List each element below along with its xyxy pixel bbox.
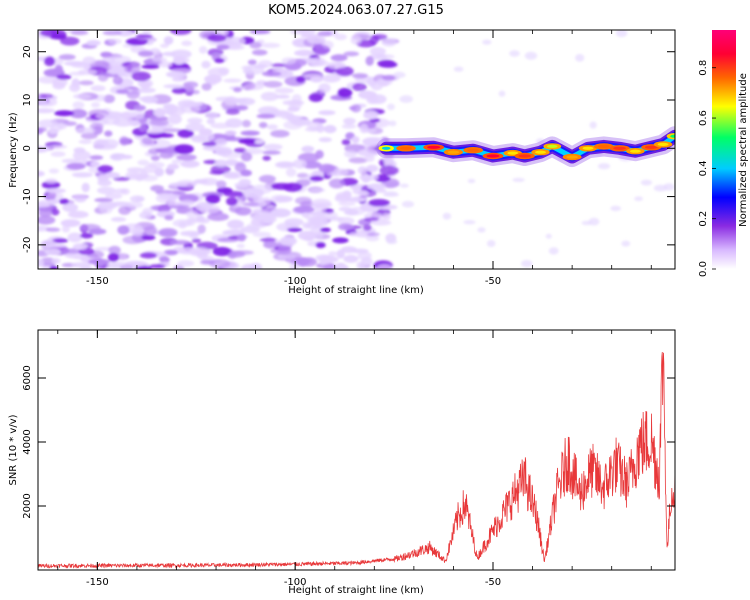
trace-core (597, 144, 610, 148)
spectrogram-y-label: Frequency (Hz) (8, 112, 19, 188)
colorbar-gradient (712, 30, 736, 269)
colorbar-tick-label: 0.6 (698, 110, 709, 126)
snr-panel: -150 -100 -50 2000 4000 6000 Height of straig… (8, 329, 676, 596)
trace-core (507, 151, 519, 155)
snr-y-label: SNR (10 * v/v) (8, 414, 19, 485)
trace-core (582, 146, 594, 150)
snr-frame (37, 329, 676, 571)
snr-x-label: Height of straight line (km) (288, 585, 424, 596)
colorbar-label: Normalized spectral amplitude (738, 73, 749, 227)
trace-core (670, 134, 675, 138)
colorbar-tick-label: 0.2 (698, 211, 709, 227)
colorbar-tick-label: 0.4 (698, 160, 709, 176)
x-tick-label: -50 (485, 577, 501, 588)
y-tick-label: -20 (22, 237, 33, 253)
trace-core (566, 155, 578, 159)
snr-ticks: -150 -100 -50 2000 4000 6000 (22, 330, 675, 588)
y-tick-label: 2000 (22, 493, 33, 518)
trace-core (381, 146, 391, 150)
trace-core (518, 154, 531, 158)
trace-core (486, 154, 500, 158)
signal-trace (376, 126, 675, 167)
y-tick-label: 0 (22, 145, 33, 151)
trace-core (535, 150, 546, 154)
trace-core (657, 142, 669, 146)
x-tick-label: -150 (86, 577, 109, 588)
y-tick-label: 6000 (22, 365, 33, 390)
colorbar: 0.0 0.2 0.4 0.6 0.8 Normalized spectral ampl… (698, 30, 749, 277)
colorbar-tick-label: 0.8 (698, 60, 709, 76)
trace-core (447, 150, 460, 154)
trace-core (645, 145, 658, 149)
y-tick-label: -10 (22, 188, 33, 204)
colorbar-tick-label: 0.0 (698, 261, 709, 277)
y-tick-label: 4000 (22, 429, 33, 454)
trace-core (400, 146, 412, 150)
trace-core (629, 149, 641, 153)
spectrogram-x-label: Height of straight line (km) (288, 285, 424, 296)
trace-core (467, 148, 480, 152)
spectrogram-frame (37, 29, 676, 270)
noise-blobs (38, 30, 675, 269)
trace-core (427, 145, 441, 149)
trace-core (613, 146, 626, 150)
x-tick-label: -100 (284, 577, 307, 588)
x-tick-label: -150 (86, 276, 109, 287)
trace-core (547, 144, 558, 148)
snr-series-line (38, 351, 675, 569)
y-tick-label: 10 (22, 94, 33, 107)
y-tick-label: 20 (22, 45, 33, 58)
colorbar-ticks: 0.0 0.2 0.4 0.6 0.8 (698, 60, 716, 277)
x-tick-label: -100 (284, 276, 307, 287)
x-tick-label: -50 (485, 276, 501, 287)
chart-title: KOM5.2024.063.07.27.G15 (268, 3, 444, 18)
